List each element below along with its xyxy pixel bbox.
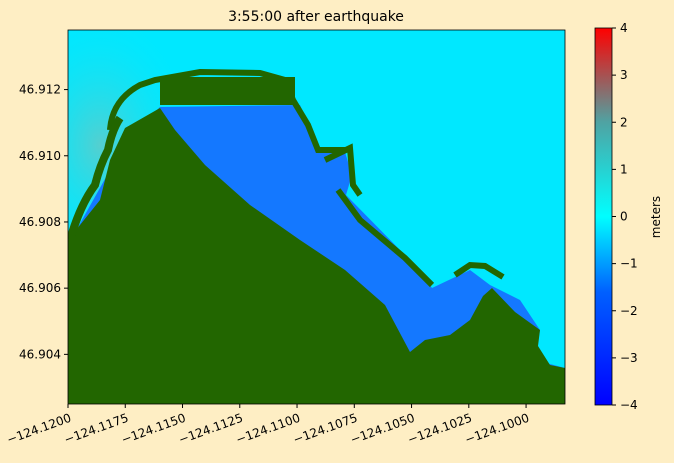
x-tick-label: −124.1150: [120, 411, 188, 447]
x-tick-label: −124.1100: [234, 411, 302, 447]
x-axis: −124.1200−124.1175−124.1150−124.1125−124…: [5, 404, 531, 447]
x-tick-label: −124.1050: [349, 411, 417, 447]
colorbar-tick-label: −1: [620, 257, 638, 271]
colorbar-tick-label: −4: [620, 398, 638, 412]
y-tick-label: 46.904: [19, 347, 61, 361]
land-south: [68, 108, 565, 404]
colorbar-tick-label: −3: [620, 351, 638, 365]
north-jetty: [107, 68, 505, 288]
y-tick-label: 46.912: [19, 83, 61, 97]
y-tick-label: 46.908: [19, 215, 61, 229]
colorbar-tick-label: 2: [620, 115, 628, 129]
x-tick-label: −124.1125: [177, 411, 245, 447]
colorbar-tick-label: 0: [620, 210, 628, 224]
colorbar-tick-label: 4: [620, 21, 628, 35]
colorbar-label: meters: [649, 196, 663, 238]
x-tick-label: −124.1000: [463, 411, 531, 447]
x-tick-label: −124.1075: [291, 411, 359, 447]
plot-area: [68, 30, 565, 404]
y-tick-label: 46.910: [19, 149, 61, 163]
x-tick-label: −124.1175: [62, 411, 130, 447]
colorbar: [594, 27, 613, 406]
north-jetty-body: [160, 77, 295, 105]
colorbar-tick-label: −2: [620, 304, 638, 318]
colorbar-axis: −4 −3 −2 −1 0 1 2 3 4: [612, 21, 638, 412]
chart-title: 3:55:00 after earthquake: [228, 9, 404, 25]
x-tick-label: −124.1025: [406, 411, 474, 447]
west-islands: [68, 115, 124, 242]
colorbar-tick-label: 1: [620, 162, 628, 176]
y-axis: 46.904 46.906 46.908 46.910 46.912: [19, 83, 68, 361]
y-tick-label: 46.906: [19, 281, 61, 295]
x-tick-label: −124.1200: [5, 411, 73, 447]
colorbar-tick-label: 3: [620, 68, 628, 82]
plot-frame: [67, 29, 566, 405]
